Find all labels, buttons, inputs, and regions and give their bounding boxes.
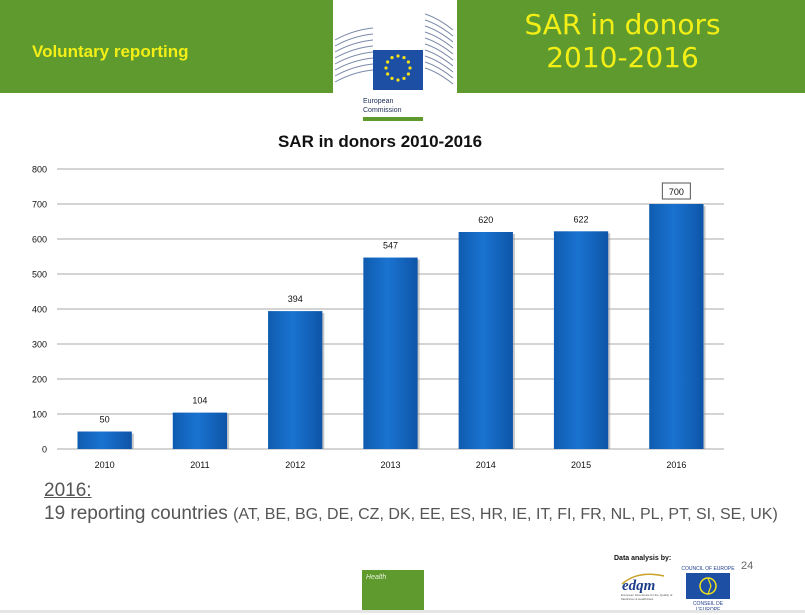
bar (77, 431, 132, 449)
y-tick-label: 700 (32, 200, 47, 210)
health-label: Health (366, 574, 387, 581)
x-tick-label: 2015 (571, 460, 591, 470)
footer-divider (0, 610, 805, 613)
y-tick-label: 0 (42, 445, 47, 455)
y-tick-label: 200 (32, 375, 47, 385)
edqm-wordmark: edqm (622, 578, 655, 594)
data-label: 620 (478, 215, 493, 225)
logo-underline (363, 117, 423, 121)
coe-text-top: COUNCIL OF EUROPE (681, 566, 735, 572)
council-of-europe-logo-icon (686, 573, 730, 599)
edqm-logo-icon: edqm (621, 573, 665, 594)
y-tick-label: 800 (32, 165, 47, 175)
eu-flag-icon (334, 13, 454, 90)
data-label: 700 (669, 187, 684, 197)
slide-title-line2: 2010-2016 (546, 41, 699, 74)
logo-line1: European (363, 98, 394, 105)
bar (172, 412, 228, 449)
bar (268, 311, 323, 449)
slide-title-line1: SAR in donors (524, 8, 721, 41)
slide-title: SAR in donors 2010-2016 (520, 8, 725, 74)
x-tick-label: 2013 (380, 460, 400, 470)
note-count: 19 reporting countries (44, 503, 234, 524)
x-tick-label: 2012 (285, 460, 305, 470)
x-tick-label: 2011 (190, 460, 209, 470)
data-label: 547 (383, 241, 398, 251)
data-label-box (661, 182, 691, 200)
bar-chart: 0 100 200 300 400 500 600 700 800 2010 50 2011 104 20… (32, 165, 724, 470)
health-box: Health (362, 570, 424, 612)
y-tick-label: 100 (32, 410, 47, 420)
header-subtitle: Voluntary reporting (32, 42, 189, 61)
data-analysis-label: Data analysis by: (614, 555, 672, 562)
note-year: 2016: (44, 480, 92, 501)
data-label: 394 (288, 294, 303, 304)
data-label: 50 (100, 415, 110, 425)
data-label: 104 (192, 396, 207, 406)
edqm-small-text: European Directorate for the Quality of … (621, 593, 673, 601)
bar (458, 232, 513, 449)
note-countries: 19 reporting countries (AT, BE, BG, DE, … (44, 503, 778, 525)
y-tick-label: 400 (32, 305, 47, 315)
bar (363, 257, 418, 449)
logo-text: European Commission (363, 97, 402, 115)
bar (649, 204, 704, 449)
x-tick-label: 2010 (95, 460, 115, 470)
y-tick-label: 300 (32, 340, 47, 350)
bar (553, 231, 609, 449)
note-country-list: (AT, BE, BG, DE, CZ, DK, EE, ES, HR, IE,… (233, 506, 778, 523)
x-tick-label: 2014 (476, 460, 496, 470)
y-tick-label: 500 (32, 270, 47, 280)
european-commission-logo: European Commission (333, 0, 457, 122)
page-number: 24 (741, 560, 754, 572)
y-tick-label: 600 (32, 235, 47, 245)
chart-title: SAR in donors 2010-2016 (277, 132, 483, 151)
data-label: 622 (574, 214, 589, 224)
x-tick-label: 2016 (666, 460, 686, 470)
logo-line2: Commission (363, 107, 402, 114)
